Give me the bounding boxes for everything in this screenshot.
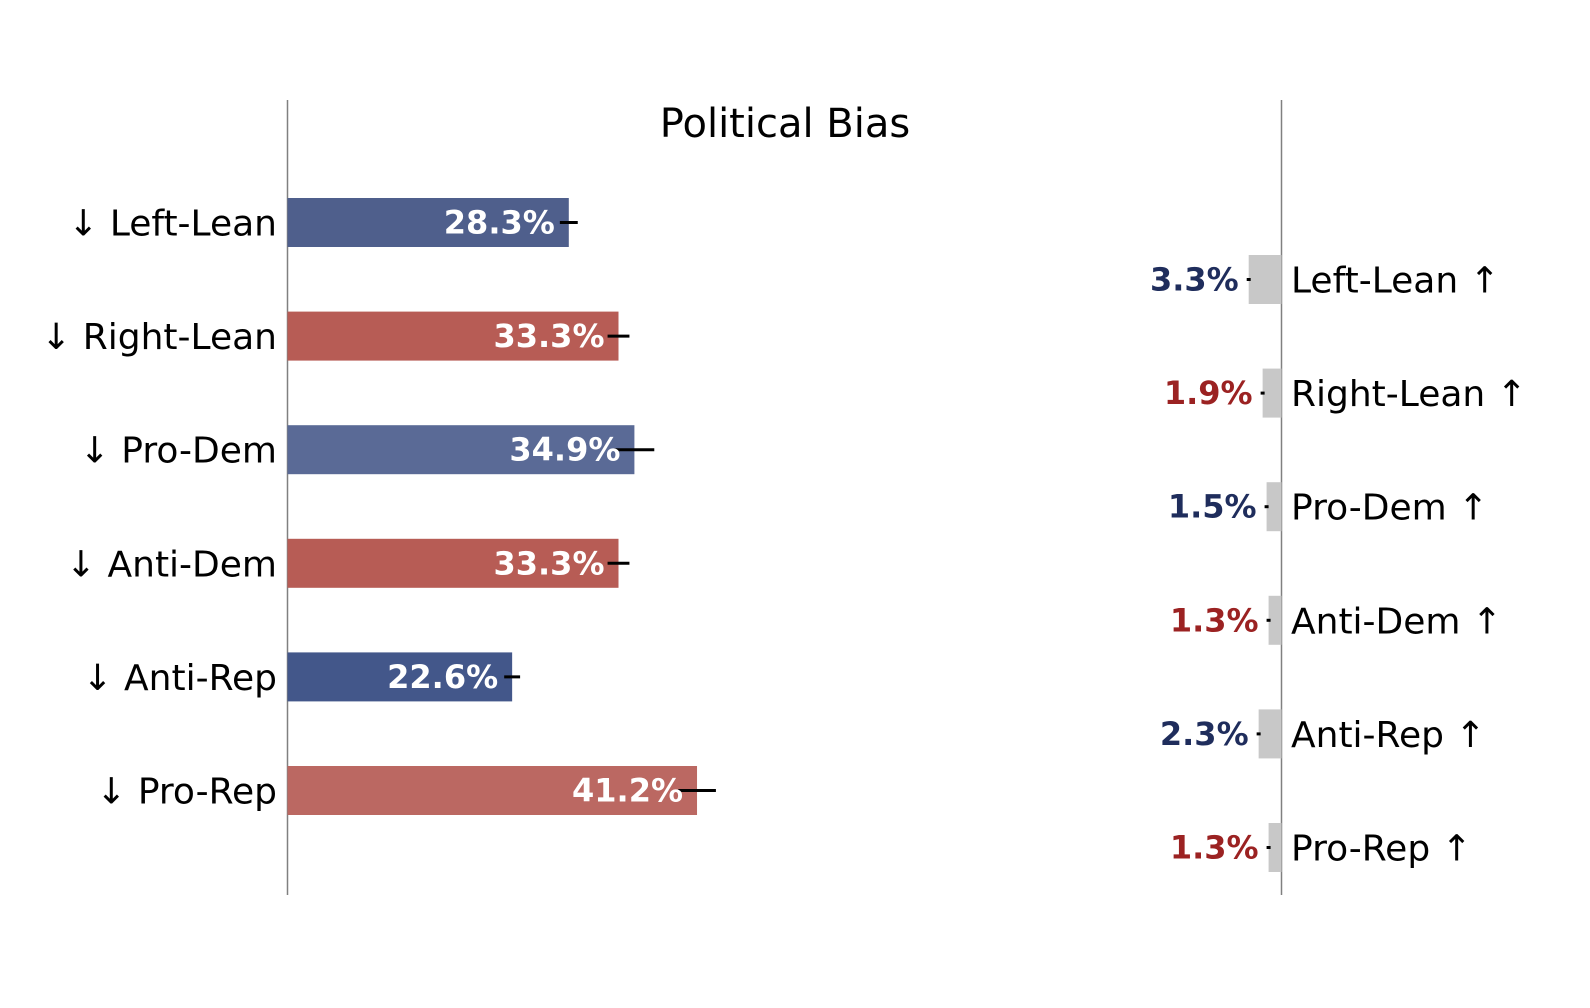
right-category-label-anti-dem: Anti-Dem ↑ xyxy=(1291,601,1502,642)
left-bar-left-lean xyxy=(287,198,569,247)
left-value-label-pro-dem: 34.9% xyxy=(509,431,620,469)
right-category-label-pro-dem: Pro-Dem ↑ xyxy=(1291,488,1488,529)
right-bar-anti-dem xyxy=(1268,595,1282,645)
right-category-label-pro-rep: Pro-Rep ↑ xyxy=(1291,829,1472,870)
right-category-label-anti-rep: Anti-Rep ↑ xyxy=(1291,715,1486,756)
left-value-label-pro-rep: 41.2% xyxy=(572,772,683,810)
right-value-label-anti-dem: 1.3% xyxy=(1170,601,1259,639)
right-value-label-pro-rep: 1.3% xyxy=(1170,829,1259,867)
left-value-label-anti-rep: 22.6% xyxy=(387,658,498,696)
left-bar-anti-dem xyxy=(287,538,619,588)
right-value-label-pro-dem: 1.5% xyxy=(1168,488,1257,526)
right-bar-anti-rep xyxy=(1258,709,1282,759)
left-bar-right-lean xyxy=(287,311,619,361)
right-bar-right-lean xyxy=(1262,368,1282,418)
right-category-label-left-lean: Left-Lean ↑ xyxy=(1291,261,1500,302)
right-bar-pro-dem xyxy=(1266,482,1282,532)
left-bar-group: 28.3% ↓ Left-Lean 33.3% ↓ Right-Lean 34.9% ↓ … xyxy=(41,198,716,815)
chart-title: Political Bias xyxy=(660,101,910,147)
left-value-label-right-lean: 33.3% xyxy=(493,317,604,355)
left-category-label-pro-dem: ↓ Pro-Dem xyxy=(80,431,277,472)
right-value-label-left-lean: 3.3% xyxy=(1150,261,1239,299)
left-bar-pro-dem xyxy=(287,425,635,475)
left-category-label-anti-rep: ↓ Anti-Rep xyxy=(82,658,277,699)
right-bar-group: 3.3% Left-Lean ↑ 1.9% Right-Lean ↑ 1.5% Pro-D… xyxy=(1150,255,1527,872)
left-category-label-pro-rep: ↓ Pro-Rep xyxy=(96,772,277,813)
right-value-label-anti-rep: 2.3% xyxy=(1160,715,1249,753)
left-value-label-anti-dem: 33.3% xyxy=(493,544,604,582)
left-value-label-left-lean: 28.3% xyxy=(444,204,555,242)
left-category-label-right-lean: ↓ Right-Lean xyxy=(41,317,277,358)
right-bar-pro-rep xyxy=(1268,823,1282,872)
right-bar-left-lean xyxy=(1248,255,1282,304)
left-category-label-left-lean: ↓ Left-Lean xyxy=(68,204,277,245)
left-bar-anti-rep xyxy=(287,652,513,702)
left-category-label-anti-dem: ↓ Anti-Dem xyxy=(66,544,277,585)
left-bar-pro-rep xyxy=(287,766,698,815)
right-category-label-right-lean: Right-Lean ↑ xyxy=(1291,374,1527,415)
right-value-label-right-lean: 1.9% xyxy=(1164,374,1253,412)
